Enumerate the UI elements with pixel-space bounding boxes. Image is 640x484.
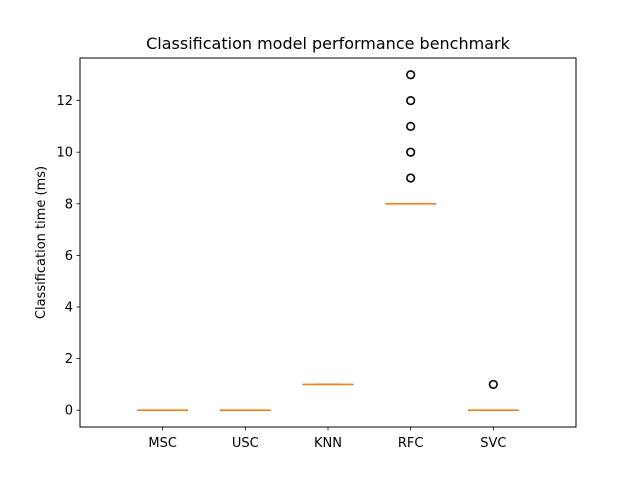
box-series bbox=[138, 71, 518, 410]
y-tick-label: 4 bbox=[65, 301, 73, 316]
y-tick-label: 10 bbox=[56, 146, 73, 161]
outlier-point bbox=[407, 123, 415, 131]
outlier-point bbox=[407, 71, 415, 79]
plot-area-frame bbox=[80, 58, 576, 427]
outlier-point bbox=[407, 148, 415, 156]
outlier-point bbox=[490, 381, 498, 389]
x-tick-label: USC bbox=[232, 436, 259, 451]
box-rfc bbox=[386, 71, 436, 204]
x-tick-label: SVC bbox=[480, 436, 506, 451]
y-tick-label: 0 bbox=[65, 404, 73, 419]
y-axis: 0 2 4 6 8 10 12 bbox=[56, 94, 80, 419]
y-axis-label: Classification time (ms) bbox=[34, 166, 49, 319]
y-tick-label: 8 bbox=[65, 197, 73, 212]
x-tick-label: KNN bbox=[314, 436, 342, 451]
outlier-point bbox=[407, 97, 415, 105]
chart-title: Classification model performance benchma… bbox=[146, 34, 510, 53]
y-tick-label: 6 bbox=[65, 249, 73, 264]
x-tick-label: MSC bbox=[148, 436, 177, 451]
x-tick-label: RFC bbox=[398, 436, 424, 451]
outlier-point bbox=[407, 174, 415, 182]
y-tick-label: 2 bbox=[65, 352, 73, 367]
x-axis: MSC USC KNN RFC SVC bbox=[148, 427, 506, 451]
box-svc bbox=[469, 381, 519, 411]
y-tick-label: 12 bbox=[56, 94, 73, 109]
